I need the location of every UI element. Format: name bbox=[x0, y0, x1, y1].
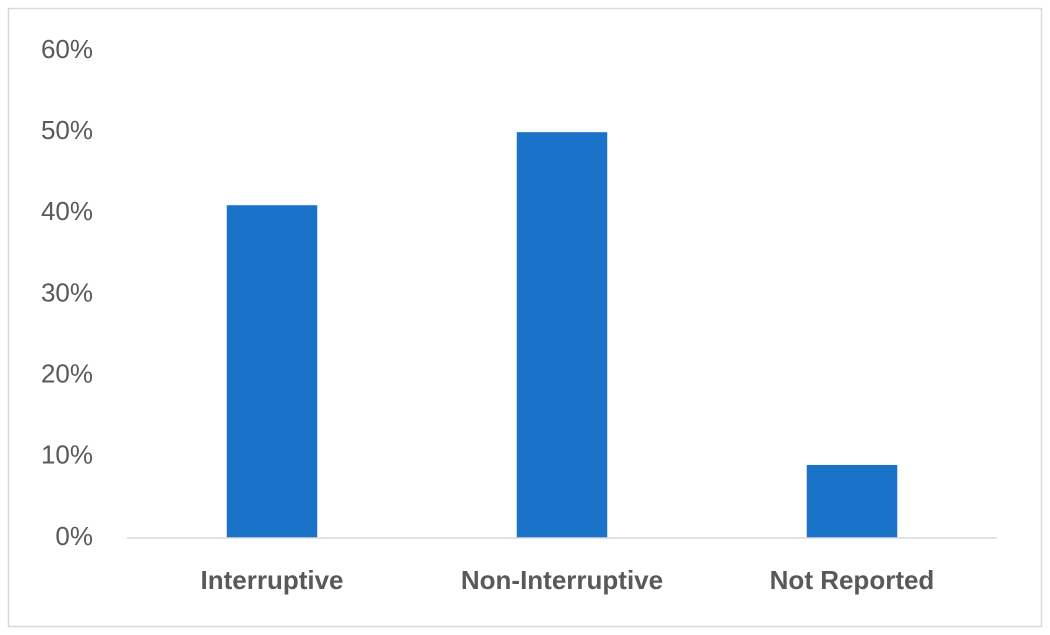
y-tick-label: 50% bbox=[41, 115, 93, 145]
x-tick-label: Not Reported bbox=[770, 565, 935, 595]
bar bbox=[516, 132, 608, 538]
y-tick-label: 30% bbox=[41, 277, 93, 307]
y-tick-label: 40% bbox=[41, 196, 93, 226]
y-tick-label: 0% bbox=[55, 521, 93, 551]
x-tick-label: Non-Interruptive bbox=[461, 565, 663, 595]
y-tick-label: 20% bbox=[41, 359, 93, 389]
bar bbox=[806, 464, 898, 538]
y-tick-label: 60% bbox=[41, 34, 93, 64]
bar bbox=[226, 205, 318, 538]
x-tick-label: Interruptive bbox=[200, 565, 343, 595]
y-tick-label: 10% bbox=[41, 440, 93, 470]
